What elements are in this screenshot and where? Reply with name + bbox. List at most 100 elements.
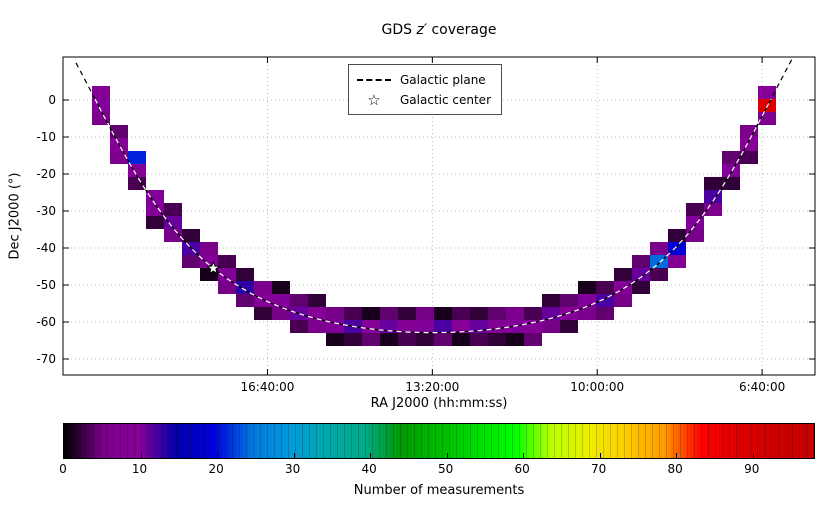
colorbar-tick-label: 90 [744, 462, 760, 476]
heatmap-tile [686, 229, 704, 242]
heatmap-tile [200, 242, 218, 255]
heatmap-tile [308, 294, 326, 307]
heatmap-tile [488, 307, 506, 320]
heatmap-tile [614, 268, 632, 281]
heatmap-tile [416, 320, 434, 333]
colorbar-tick [370, 453, 372, 458]
heatmap-tile [164, 216, 182, 229]
heatmap-tile [596, 307, 614, 320]
heatmap-tile [146, 216, 164, 229]
heatmap-tile [488, 333, 506, 346]
heatmap-tile [362, 333, 380, 346]
heatmap-tile [452, 320, 470, 333]
heatmap-tile [380, 333, 398, 346]
y-tick-label: -20 [36, 167, 56, 181]
heatmap-tile [632, 281, 650, 294]
heatmap-tile [272, 307, 290, 320]
colorbar-tick [752, 453, 754, 458]
heatmap-tile [542, 294, 560, 307]
heatmap-tile [650, 242, 668, 255]
colorbar-label: Number of measurements [353, 483, 525, 498]
y-tick-label: -50 [36, 278, 56, 292]
heatmap-tile [362, 307, 380, 320]
heatmap-tile [290, 320, 308, 333]
heatmap-tile [596, 294, 614, 307]
colorbar-tick [217, 453, 219, 458]
heatmap-tile [398, 320, 416, 333]
heatmap-tile [686, 203, 704, 216]
heatmap-tiles [92, 86, 776, 346]
colorbar-tick-label: 40 [361, 462, 377, 476]
y-tick-label: -10 [36, 130, 56, 144]
legend-label-galactic-center: Galactic center [400, 93, 491, 107]
plot-title: GDS z′ coverage [63, 22, 815, 38]
heatmap-tile [668, 242, 686, 255]
heatmap-tile [146, 203, 164, 216]
heatmap-tile [290, 294, 308, 307]
legend: Galactic plane ☆ Galactic center [348, 64, 502, 115]
heatmap-tile [524, 320, 542, 333]
galactic-plane-line [75, 58, 793, 334]
heatmap-tile [434, 320, 452, 333]
heatmap-tile [650, 268, 668, 281]
heatmap-tile [452, 307, 470, 320]
colorbar-tick [293, 453, 295, 458]
colorbar [63, 423, 815, 459]
colorbar-tick [523, 453, 525, 458]
colorbar-tick [140, 453, 142, 458]
heatmap-tile [344, 333, 362, 346]
x-tick-label: 10:00:00 [570, 380, 624, 394]
heatmap-tile [110, 151, 128, 164]
heatmap-tile [110, 125, 128, 138]
heatmap-tile [308, 307, 326, 320]
heatmap-tile [434, 307, 452, 320]
colorbar-tick [446, 453, 448, 458]
y-tick-label: -60 [36, 315, 56, 329]
heatmap-tile [722, 151, 740, 164]
heatmap-tile [218, 281, 236, 294]
heatmap-tile [272, 281, 290, 294]
heatmap-tile [560, 320, 578, 333]
heatmap-tile [632, 255, 650, 268]
heatmap-tile [416, 307, 434, 320]
colorbar-tick-label: 50 [438, 462, 454, 476]
heatmap-tile [542, 320, 560, 333]
heatmap-tile [452, 333, 470, 346]
heatmap-tile [668, 229, 686, 242]
heatmap-tile [326, 320, 344, 333]
heatmap-tile [578, 281, 596, 294]
heatmap-tile [146, 190, 164, 203]
heatmap-tile [254, 281, 272, 294]
heatmap-tile [362, 320, 380, 333]
heatmap-tile [434, 333, 452, 346]
y-tick-label: 0 [48, 93, 56, 107]
y-tick-label: -70 [36, 352, 56, 366]
x-tick-label: 13:20:00 [405, 380, 459, 394]
heatmap-tile [182, 229, 200, 242]
heatmap-tile [506, 307, 524, 320]
heatmap-tile [578, 294, 596, 307]
heatmap-tile [398, 307, 416, 320]
heatmap-tile [470, 333, 488, 346]
heatmap-tile [128, 177, 146, 190]
heatmap-tile [164, 203, 182, 216]
heatmap-tile [236, 268, 254, 281]
heatmap-tile [254, 307, 272, 320]
heatmap-tile [416, 333, 434, 346]
heatmap-tile [524, 307, 542, 320]
heatmap-tile [758, 86, 776, 99]
heatmap-tile [380, 307, 398, 320]
heatmap-tile [506, 333, 524, 346]
heatmap-tile [560, 294, 578, 307]
x-tick-label: 16:40:00 [241, 380, 295, 394]
heatmap-tile [218, 268, 236, 281]
colorbar-tick [676, 453, 678, 458]
colorbar-tick-label: 70 [591, 462, 607, 476]
y-tick-label: -30 [36, 204, 56, 218]
colorbar-gradient [64, 424, 814, 458]
legend-item-galactic-plane: Galactic plane [357, 70, 491, 90]
axis-ticks: 16:40:00 13:20:00 10:00:00 6:40:00 0 -10 -20 -3… [36, 57, 815, 394]
heatmap-tile [218, 255, 236, 268]
axes-frame [62, 56, 816, 376]
plot-title-math: z′ [416, 22, 428, 38]
